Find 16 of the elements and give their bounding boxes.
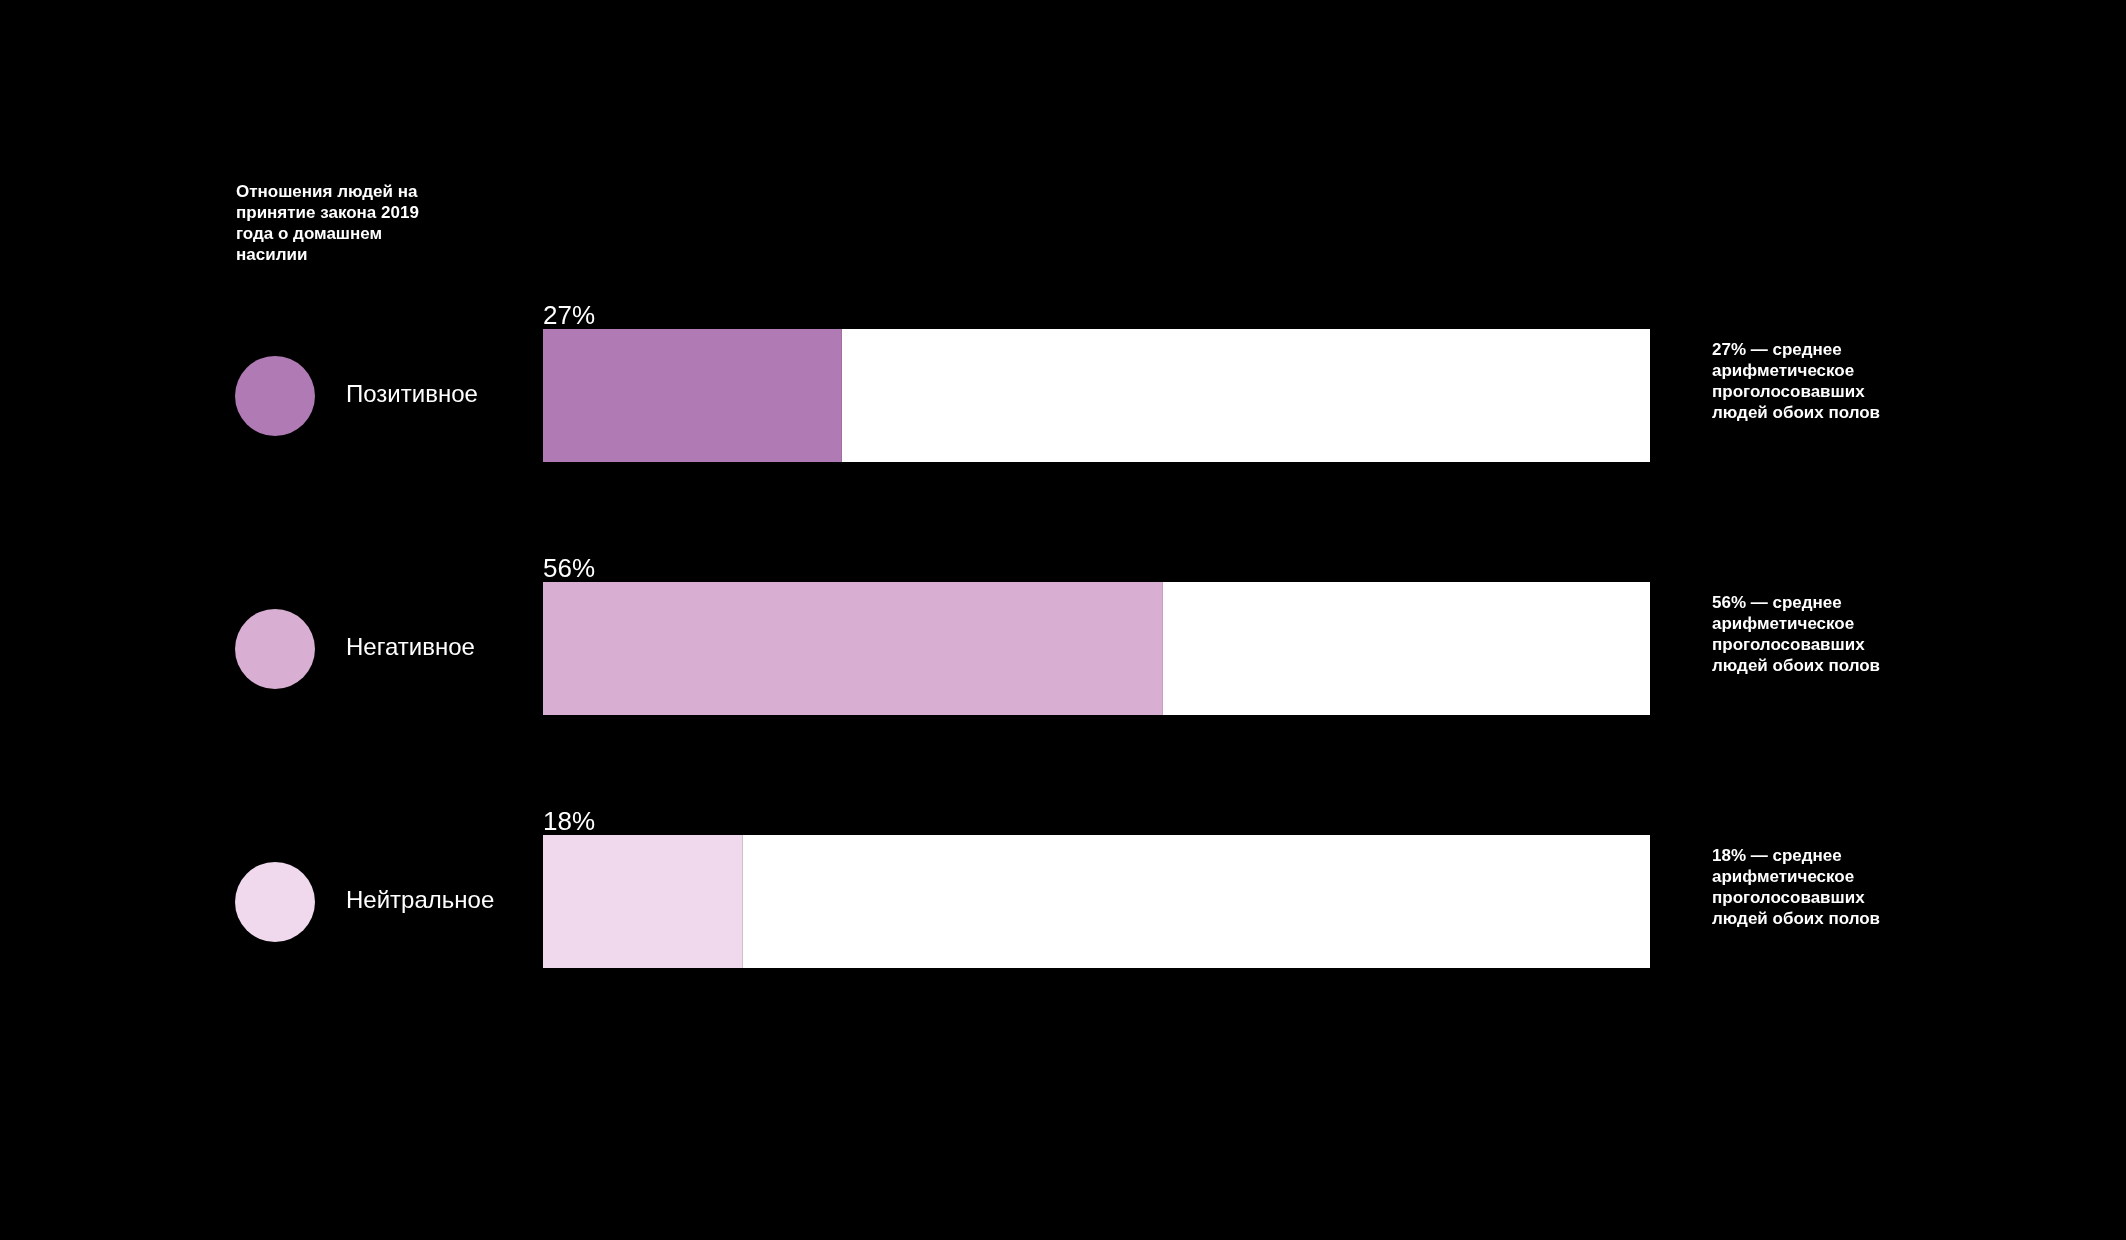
bar bbox=[543, 329, 842, 462]
text: Отношения людей на принятие закона 2019 года о домашнем насилии bbox=[236, 182, 419, 264]
bar bbox=[742, 835, 1650, 968]
y-tick-label: Нейтральное bbox=[346, 886, 495, 914]
text: 56% — среднее арифметическое проголосовавших людей обоих полов bbox=[1712, 592, 1881, 675]
text: 18% — среднее арифметическое проголосовавших людей обоих полов bbox=[1712, 845, 1881, 928]
data-label: 56% bbox=[543, 552, 596, 583]
data-label: 27% bbox=[543, 299, 596, 330]
bar bbox=[1162, 582, 1650, 715]
y-tick-label: Негативное bbox=[346, 633, 475, 661]
bar bbox=[543, 835, 743, 968]
data-label: 18% bbox=[543, 805, 596, 836]
bar bbox=[841, 329, 1650, 462]
y-tick-label: Позитивное bbox=[346, 380, 478, 408]
bar bbox=[543, 582, 1163, 715]
text: 27% — среднее арифметическое проголосовавших людей обоих полов bbox=[1712, 339, 1881, 422]
